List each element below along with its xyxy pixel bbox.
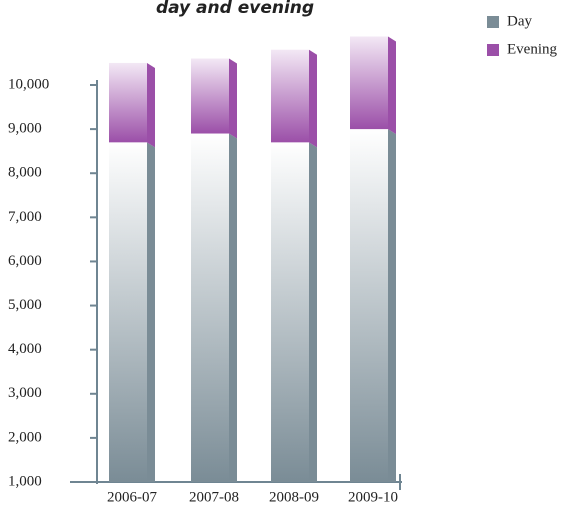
legend-label: Day (507, 13, 532, 29)
bar-side (229, 133, 237, 482)
bar-segment (109, 62, 147, 143)
bar-side (309, 49, 317, 148)
y-tick-label: 6,000 (8, 253, 42, 269)
y-tick-label: 9,000 (8, 121, 42, 137)
y-tick-label: 4,000 (8, 341, 42, 357)
bar-segment (350, 129, 388, 482)
bar-side (147, 142, 155, 482)
bar-segment (191, 58, 229, 134)
bar-side (388, 129, 396, 482)
bar-segment (350, 36, 388, 130)
legend-swatch (487, 44, 499, 56)
bar-side (147, 62, 155, 148)
bar-segment (109, 142, 147, 482)
legend-label: Evening (507, 41, 557, 57)
y-tick-label: 7,000 (8, 209, 42, 225)
bar-side (309, 142, 317, 482)
y-tick-label: 3,000 (8, 385, 42, 401)
legend-swatch (487, 16, 499, 28)
x-tick-label: 2008-09 (269, 489, 319, 505)
x-tick-label: 2009-10 (348, 489, 398, 505)
bar-segment (191, 133, 229, 482)
bar-side (388, 36, 396, 135)
y-tick-label: 10,000 (8, 76, 49, 92)
bar-segment (271, 142, 309, 482)
chart-title: day and evening (156, 0, 314, 18)
y-tick-label: 8,000 (8, 165, 42, 181)
bar-side (229, 58, 237, 139)
x-tick-label: 2007-08 (189, 489, 239, 505)
x-tick-label: 2006-07 (107, 489, 157, 505)
y-tick-label: 2,000 (8, 429, 42, 445)
bar-segment (271, 49, 309, 143)
y-tick-label: 5,000 (8, 297, 42, 313)
y-tick-label: 1,000 (8, 473, 42, 489)
